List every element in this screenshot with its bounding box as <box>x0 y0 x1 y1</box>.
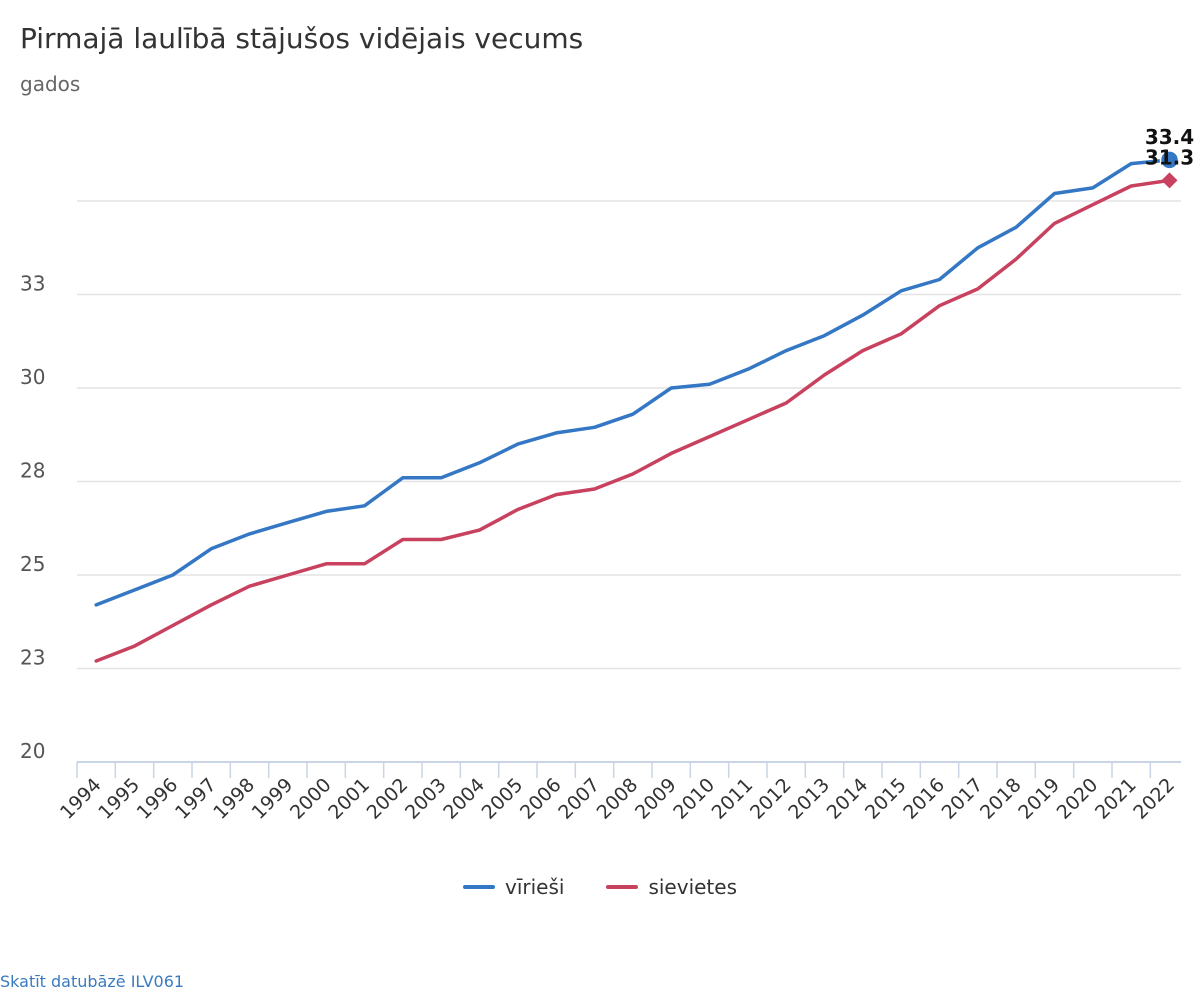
series-group: 33.431.3 <box>94 125 1194 663</box>
x-tick-label: 2000 <box>286 774 336 824</box>
x-tick-label: 1997 <box>171 774 221 824</box>
x-tick-label: 2015 <box>861 774 911 824</box>
y-tick-label: 28 <box>20 459 45 483</box>
x-tick-label: 2005 <box>478 774 528 824</box>
legend-swatch-virieshi <box>463 885 495 889</box>
legend-label-sievietes: sievietes <box>648 875 737 899</box>
x-tick-label: 2014 <box>823 774 873 824</box>
grid-lines <box>77 200 1181 670</box>
legend-swatch-sievietes <box>606 885 639 889</box>
x-tick-label: 2020 <box>1053 774 1103 824</box>
legend-item-virieshi[interactable]: vīrieši <box>463 875 564 899</box>
x-tick-label: 2019 <box>1014 774 1064 824</box>
x-tick-label: 1996 <box>133 774 183 824</box>
chart-subtitle: gados <box>20 72 81 96</box>
y-tick-label: 20 <box>20 739 45 763</box>
x-tick-label: 1995 <box>94 774 144 824</box>
y-axis-ticks: 20 23 25 28 30 33 <box>20 272 45 764</box>
x-tick-label: 2003 <box>401 774 451 824</box>
x-tick-label: 2013 <box>784 774 834 824</box>
x-tick-label: 1998 <box>209 774 259 824</box>
x-tick-label: 2012 <box>746 774 796 824</box>
x-tick-label: 2010 <box>669 774 719 824</box>
series-line-1[interactable] <box>94 178 1172 663</box>
x-tick-label: 2006 <box>516 774 566 824</box>
x-tick-label: 2009 <box>631 774 681 824</box>
y-tick-label: 25 <box>20 552 45 576</box>
legend-label-virieshi: vīrieši <box>505 875 565 899</box>
x-tick-label: 2021 <box>1091 774 1141 824</box>
series-line-0[interactable] <box>94 158 1172 607</box>
y-tick-label: 33 <box>20 272 45 296</box>
x-tick-label: 2016 <box>899 774 949 824</box>
x-tick-label: 2011 <box>708 774 758 824</box>
x-tick-label: 1994 <box>56 774 106 824</box>
x-tick-label: 2018 <box>976 774 1026 824</box>
x-tick-label: 2001 <box>324 774 374 824</box>
y-tick-label: 30 <box>20 365 45 389</box>
database-link[interactable]: Skatīt datubāzē ILV061 <box>0 972 185 991</box>
x-axis: 1994199519961997199819992000200120022003… <box>56 761 1181 824</box>
x-tick-label: 2002 <box>363 774 413 824</box>
chart-title: Pirmajā laulībā stājušos vidējais vecums <box>20 22 584 55</box>
x-tick-label: 2008 <box>593 774 643 824</box>
x-tick-label: 2022 <box>1129 774 1179 824</box>
data-label: 31.3 <box>1145 145 1194 169</box>
end-point-marker[interactable] <box>1161 172 1178 189</box>
x-tick-label: 2004 <box>439 774 489 824</box>
y-tick-label: 23 <box>20 646 45 670</box>
x-tick-label: 1999 <box>248 774 298 824</box>
end-point-marker[interactable] <box>1159 150 1180 170</box>
data-label: 33.4 <box>1145 125 1194 149</box>
x-tick-label: 2007 <box>554 774 604 824</box>
legend: vīrieši sievietes <box>0 875 1200 899</box>
x-tick-label: 2017 <box>938 774 988 824</box>
legend-item-sievietes[interactable]: sievietes <box>606 875 737 899</box>
